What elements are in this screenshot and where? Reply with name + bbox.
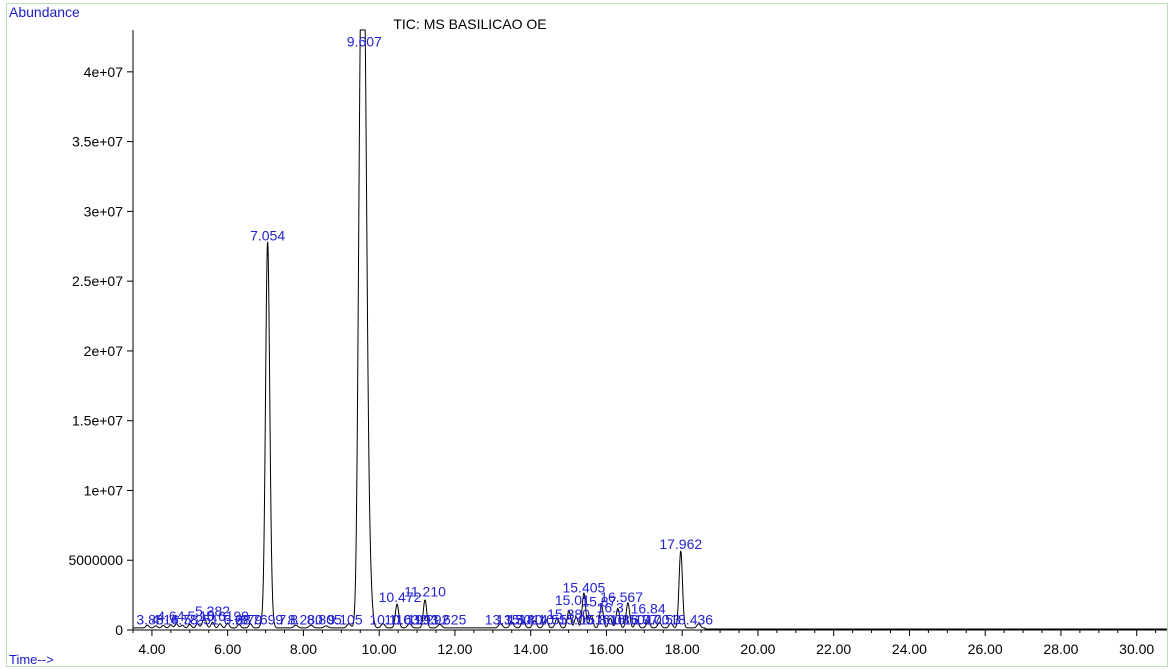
- peak-label: 4.64: [157, 608, 184, 624]
- peak-label: 17.962: [659, 536, 702, 552]
- peak-label: 6.28: [224, 611, 251, 627]
- x-tick-label: 30.00: [1119, 641, 1154, 657]
- peak-label: 5.10: [188, 608, 215, 624]
- peak-label: 4.78: [171, 611, 198, 627]
- x-tick-label: 16.00: [589, 641, 624, 657]
- peak-label: 11.292: [408, 611, 450, 627]
- peak-label: 8.805: [307, 611, 342, 627]
- x-tick-label: 20.00: [740, 641, 775, 657]
- peak-label: 7.054: [250, 228, 285, 244]
- peak-label: 9.607: [347, 34, 382, 50]
- peak-label: 11.210: [404, 584, 446, 600]
- x-tick-label: 22.00: [816, 641, 851, 657]
- peak-label: 16.08: [595, 611, 630, 627]
- x-tick-label: 10.00: [362, 641, 397, 657]
- y-tick-label: 4e+07: [84, 64, 124, 80]
- peak-label: 5.6199: [206, 608, 249, 624]
- peak-label: 16.50: [610, 611, 645, 627]
- x-tick-label: 4.00: [138, 641, 165, 657]
- peak-label: 10.993: [396, 611, 439, 627]
- y-tick-label: 2e+07: [84, 343, 124, 359]
- y-tick-label: 0: [115, 622, 123, 638]
- tic-trace: [133, 29, 1167, 630]
- peak-label: 17.00: [634, 611, 669, 627]
- peak-label: 16.3: [597, 600, 624, 616]
- x-tick-label: 12.00: [437, 641, 472, 657]
- peak-label: 15.405: [562, 579, 605, 595]
- peak-label: 6.79: [235, 611, 262, 627]
- x-axis-label: Time-->: [9, 652, 54, 667]
- peak-label: 8.280: [288, 611, 323, 627]
- y-axis-label: Abundance: [9, 4, 80, 20]
- peak-label: 16.97: [623, 611, 658, 627]
- y-tick-label: 5000000: [68, 552, 123, 568]
- chart-frame: [6, 3, 1168, 667]
- x-tick-label: 24.00: [892, 641, 927, 657]
- peak-label: 18.436: [670, 611, 713, 627]
- y-tick-label: 1e+07: [84, 482, 124, 498]
- peak-label: 15.87: [581, 593, 616, 609]
- y-tick-label: 2.5e+07: [72, 273, 123, 289]
- x-tick-label: 8.00: [290, 641, 317, 657]
- peak-label: 5.251: [184, 611, 219, 627]
- y-axis-ticks: 0 5000000 1e+07 1.5e+07 2e+07 2.5e+07 3e+07 3.5…: [68, 64, 133, 638]
- peak-label: 10.632: [384, 611, 427, 627]
- peak-label: 11.625: [425, 611, 467, 627]
- x-tick-label: 28.00: [1043, 641, 1078, 657]
- peak-label: 15.80: [579, 611, 614, 627]
- peak-label: 10.1: [369, 611, 396, 627]
- peak-label: 9.105: [328, 611, 363, 627]
- peak-label: 14.55: [532, 611, 567, 627]
- chart-title: TIC: MS BASILICAO OE: [393, 16, 547, 32]
- peak-label: 15.05: [559, 611, 594, 627]
- peak-label: 13.80: [507, 611, 542, 627]
- axes: [132, 30, 1167, 631]
- peak-label: 13.15: [485, 611, 520, 627]
- peak-label: 5.382: [195, 603, 230, 619]
- peak-label: 13.50: [496, 611, 531, 627]
- peak-label: 15.380: [547, 606, 590, 622]
- peak-label: 10.472: [379, 589, 422, 605]
- peak-label: 16.567: [600, 589, 643, 605]
- x-tick-label: 18.00: [665, 641, 700, 657]
- peak-label: 4.16: [152, 611, 179, 627]
- peak-label: 6.7699: [240, 611, 283, 627]
- x-tick-label: 26.00: [968, 641, 1003, 657]
- y-tick-label: 3.5e+07: [72, 134, 123, 150]
- peak-label: 16.84: [631, 600, 666, 616]
- peak-label: 14.10: [519, 611, 554, 627]
- x-tick-label: 14.00: [513, 641, 548, 657]
- peak-label: 15.01: [555, 592, 590, 608]
- peak-label: 3.88: [136, 611, 163, 627]
- peak-label: 17.53: [646, 611, 681, 627]
- x-axis-ticks: 4.00 6.00 8.00 10.00 12.00 14.00 16.00 18.00 20.…: [132, 630, 1157, 657]
- tic-series-line: [133, 29, 1167, 630]
- x-tick-label: 6.00: [214, 641, 241, 657]
- peak-label: 7.8: [279, 611, 299, 627]
- y-tick-label: 1.5e+07: [72, 413, 123, 429]
- y-tick-label: 3e+07: [84, 203, 124, 219]
